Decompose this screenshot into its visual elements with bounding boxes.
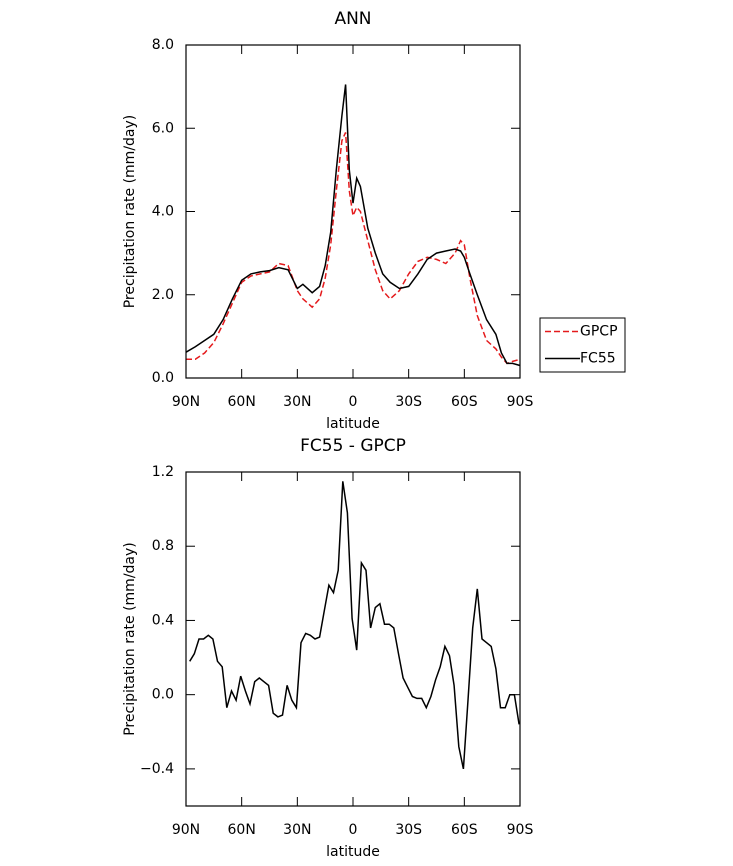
x-tick-label: 30N [283,394,311,410]
x-axis-label: latitude [326,844,380,860]
y-tick-label: −0.4 [140,761,174,777]
x-tick-label: 0 [349,822,358,838]
data-line [185,84,521,367]
x-tick-label: 30N [283,822,311,838]
x-tick-label: 60S [451,822,478,838]
legend-box [539,317,626,373]
x-tick-label: 60S [451,394,478,410]
x-tick-label: 90N [172,394,200,410]
panel: FC55 - GPCP latitude Precipitation rate (m… [122,436,533,860]
x-tick-label: 30S [395,822,422,838]
data-line [186,132,521,365]
y-tick-label: 2.0 [152,287,174,303]
data-line [189,481,520,770]
plot-frame [185,471,521,807]
y-tick-label: 0.0 [152,687,174,703]
y-tick-label: 6.0 [152,120,174,136]
y-tick-label: 4.0 [152,204,174,220]
x-tick-label: 60N [228,394,256,410]
x-tick-label: 90S [507,394,534,410]
x-tick-label: 90S [507,822,534,838]
y-tick-label: 0.4 [152,612,174,628]
x-axis-label: latitude [326,416,380,432]
x-tick-label: 90N [172,822,200,838]
plot-frame [185,44,521,379]
x-tick-label: 30S [395,394,422,410]
chart-title: FC55 - GPCP [300,436,406,456]
x-tick-label: 0 [349,394,358,410]
y-tick-label: 0.8 [152,538,174,554]
chart-title: ANN [334,9,371,29]
y-tick-label: 0.0 [152,370,174,386]
y-tick-label: 1.2 [152,464,174,480]
y-axis-label: Precipitation rate (mm/day) [122,115,138,309]
panel: ANN latitude Precipitation rate (mm/day) 90… [122,9,626,432]
y-tick-label: 8.0 [152,37,174,53]
y-axis-label: Precipitation rate (mm/day) [122,542,138,736]
legend-label: GPCP [580,324,618,340]
legend-label: FC55 [580,351,616,367]
x-tick-label: 60N [228,822,256,838]
